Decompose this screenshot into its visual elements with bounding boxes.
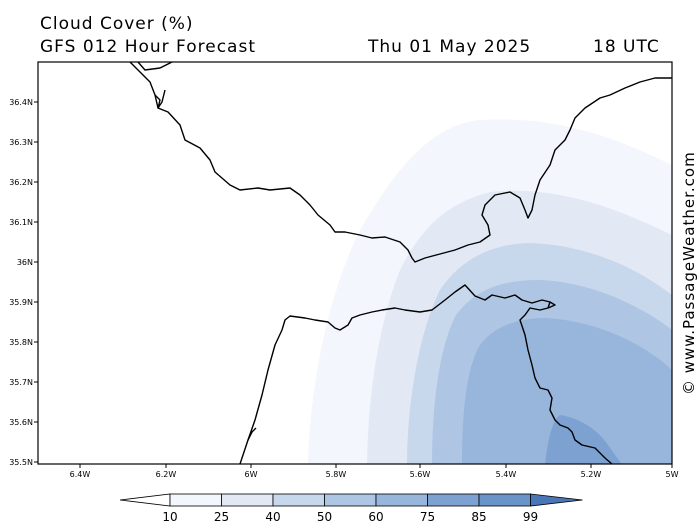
lat-label-35.8: 35.8N: [9, 338, 33, 347]
watermark: © www.PassageWeather.com: [680, 151, 698, 395]
legend-label: 85: [471, 510, 486, 524]
lon-label-6.4: 6.4W: [70, 470, 91, 479]
lat-label-36.3: 36.3N: [9, 138, 33, 147]
coastlines: [129, 62, 672, 464]
legend-swatch: [427, 493, 480, 507]
lon-label-6.2: 6.2W: [156, 470, 177, 479]
lon-label-5.6: 5.6W: [410, 470, 431, 479]
legend-swatch: [478, 493, 531, 507]
lon-label-5.8: 5.8W: [326, 470, 347, 479]
lon-label-5.2: 5.2W: [581, 470, 602, 479]
coastline-small-inlet: [247, 427, 257, 441]
lat-label-36.1: 36.1N: [9, 218, 33, 227]
legend-swatch: [169, 493, 222, 507]
coastline-ceuta: [547, 301, 556, 309]
legend-arrow-right: [530, 493, 583, 507]
legend-swatch: [324, 493, 377, 507]
legend-label: 99: [523, 510, 538, 524]
legend-colorbar: 10 25 40 50 60 75 85 99: [119, 493, 583, 524]
legend-label: 10: [162, 510, 177, 524]
legend-label: 40: [265, 510, 280, 524]
legend-swatch: [221, 493, 274, 507]
legend-swatch: [375, 493, 428, 507]
forecast-time: 18 UTC: [593, 37, 660, 57]
lon-label-5: 5W: [666, 470, 679, 479]
cloud-band-60-75: [462, 318, 672, 464]
legend-label: 75: [420, 510, 435, 524]
lat-label-35.6: 35.6N: [9, 418, 33, 427]
lat-label-36.2: 36.2N: [9, 178, 33, 187]
map-title: Cloud Cover (%): [40, 14, 194, 34]
lat-ticks: [34, 101, 38, 463]
legend-label: 60: [368, 510, 383, 524]
legend-label: 25: [214, 510, 229, 524]
legend-swatch: [272, 493, 325, 507]
lat-label-35.7: 35.7N: [9, 378, 33, 387]
lat-label-36: 36N: [17, 258, 33, 267]
lon-label-5.4: 5.4W: [496, 470, 517, 479]
coastline-top-left: [137, 62, 173, 71]
coastline-cadiz: [154, 89, 166, 109]
coastline-morocco: [239, 284, 613, 464]
lat-label-36.4: 36.4N: [9, 98, 33, 107]
forecast-date: Thu 01 May 2025: [368, 37, 532, 57]
lat-label-35.5: 35.5N: [9, 458, 33, 467]
lat-label-35.9: 35.9N: [9, 298, 33, 307]
cloud-cover-contours: [308, 119, 672, 464]
map-border: [37, 61, 673, 465]
legend-label: 50: [317, 510, 332, 524]
legend-arrow-left: [119, 493, 171, 507]
lon-ticks: [79, 464, 673, 468]
forecast-subtitle: GFS 012 Hour Forecast: [40, 37, 256, 57]
lon-label-6: 6W: [245, 470, 258, 479]
coastline-spain-atlantic: [129, 62, 672, 263]
